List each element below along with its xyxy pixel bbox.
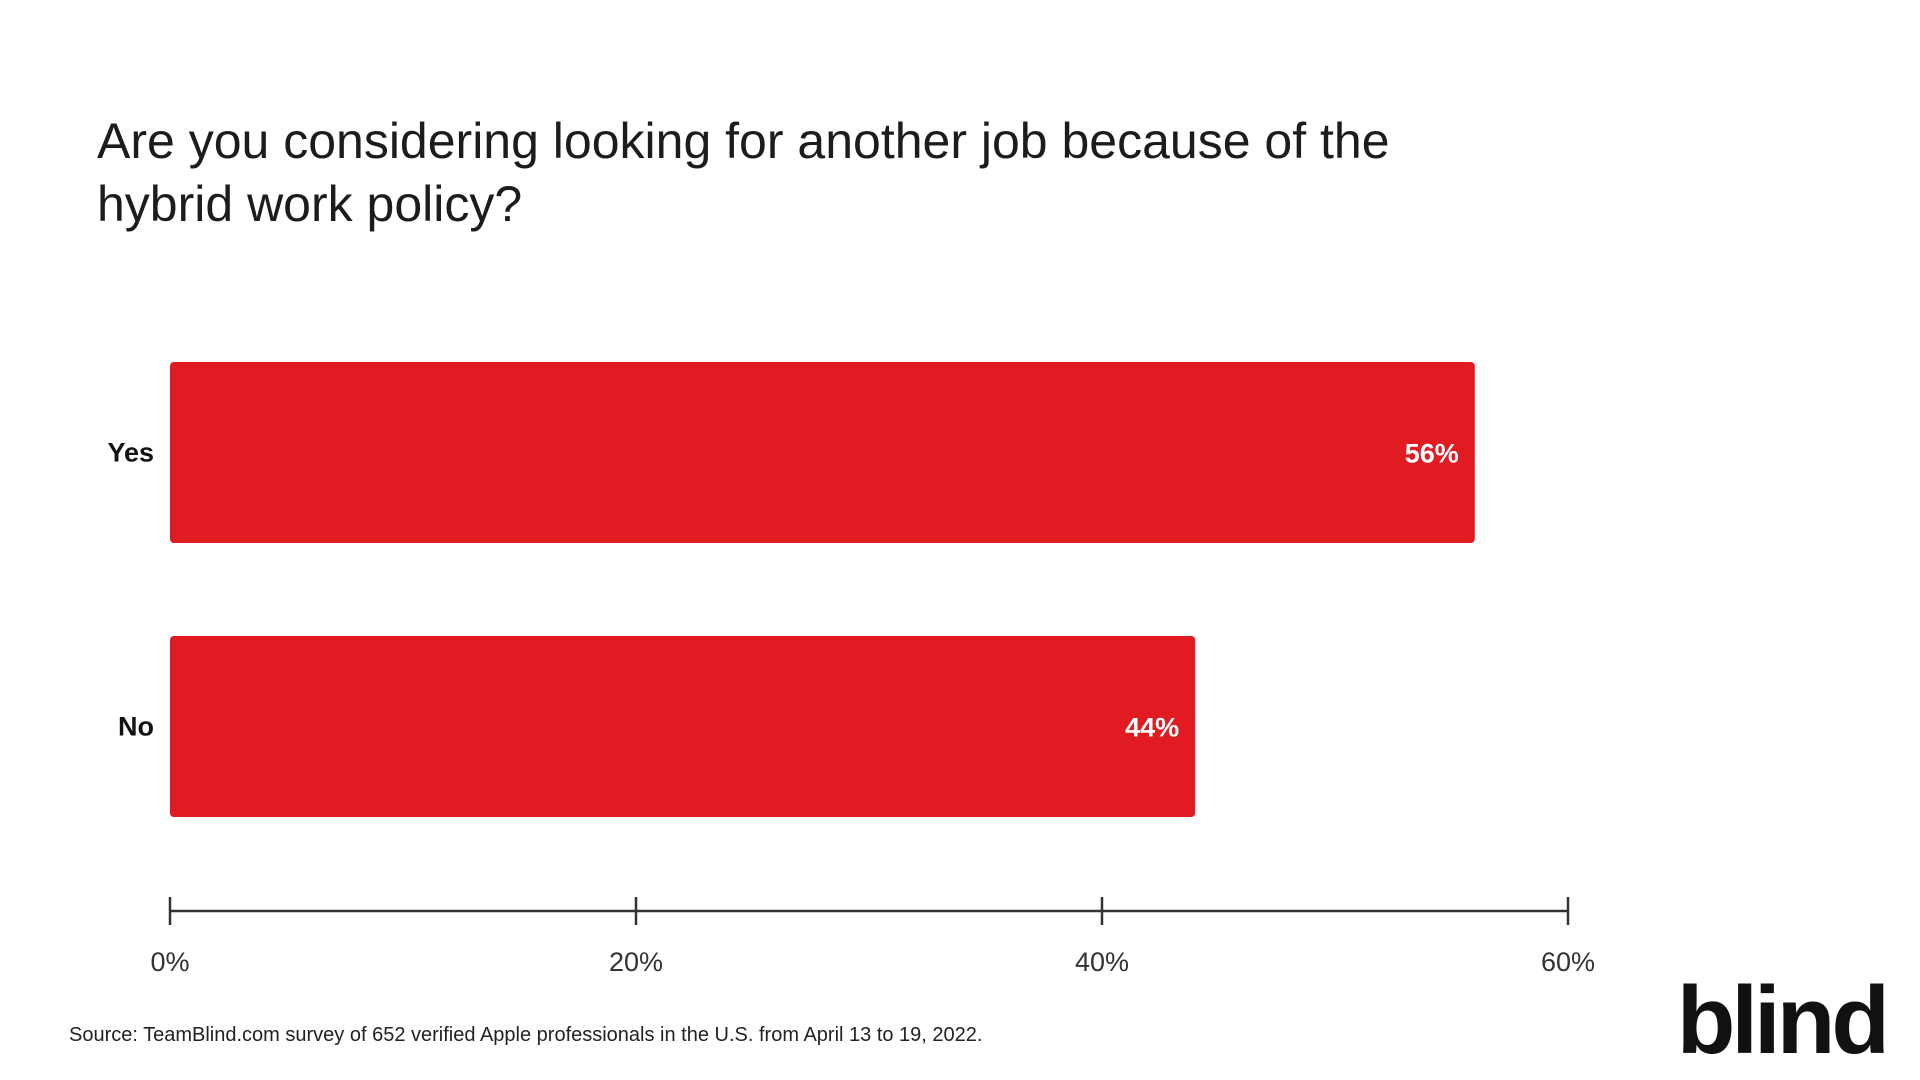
category-label-yes: Yes — [107, 438, 154, 468]
bar-no — [170, 636, 1196, 817]
value-label-yes: 56% — [1405, 439, 1459, 469]
chart-title-line-2: hybrid work policy? — [97, 176, 522, 232]
category-label-no: No — [118, 712, 154, 742]
brand-logo: blind — [1677, 967, 1886, 1074]
x-tick-label-40: 40% — [1075, 947, 1129, 977]
bars-group: Yes 56% No 44% — [107, 362, 1475, 817]
chart-title-line-1: Are you considering looking for another … — [97, 113, 1390, 169]
bar-yes — [170, 362, 1475, 543]
x-tick-label-20: 20% — [609, 947, 663, 977]
x-axis: 0% 20% 40% 60% — [150, 897, 1595, 977]
value-label-no: 44% — [1125, 713, 1179, 743]
x-tick-label-60: 60% — [1541, 947, 1595, 977]
x-tick-label-0: 0% — [150, 947, 189, 977]
source-note: Source: TeamBlind.com survey of 652 veri… — [69, 1024, 982, 1046]
